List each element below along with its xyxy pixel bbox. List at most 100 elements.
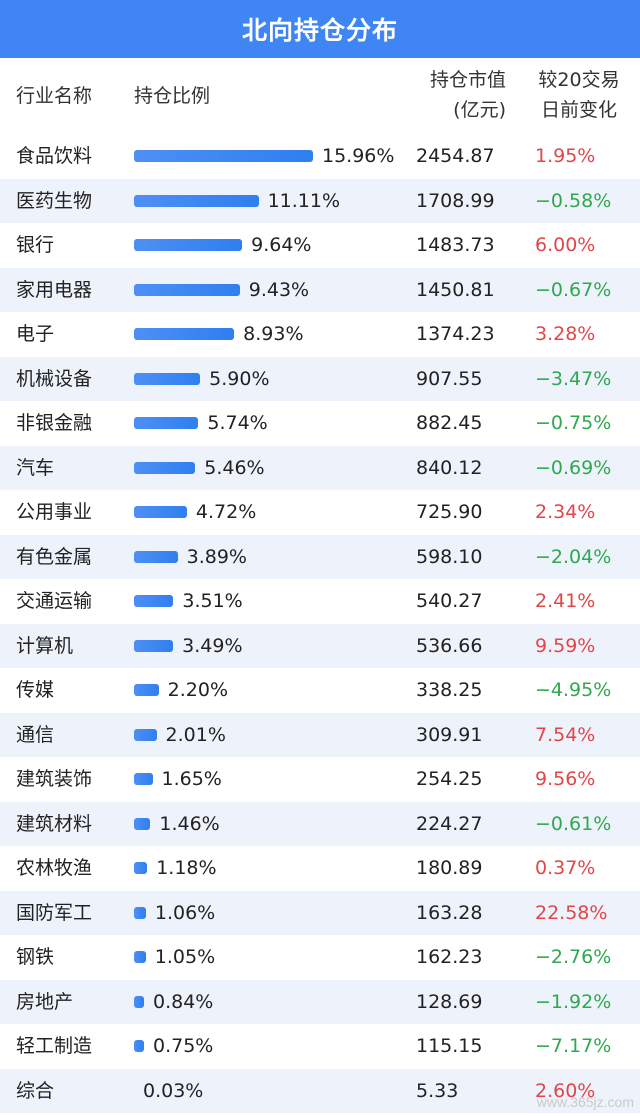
holding-bar [134, 328, 235, 340]
market-value: 1450.81 [416, 278, 495, 301]
table-row: 银行 9.64% 1483.73 6.00% [0, 223, 640, 268]
holding-bar [134, 639, 174, 652]
table-row: 公用事业 4.72% 725.90 2.34% [0, 490, 640, 535]
market-value: 1483.73 [416, 234, 495, 256]
holding-pct-label: 15.96% [322, 145, 395, 167]
header-change: 较20交易 日前变化 [538, 69, 620, 121]
market-value: 882.45 [416, 412, 483, 434]
industry-name: 家用电器 [16, 278, 93, 301]
market-value: 115.15 [416, 1035, 483, 1057]
holding-bar [134, 817, 151, 830]
table-row: 医药生物 11.11% 1708.99 −0.58% [0, 178, 640, 223]
holding-pct-label: 9.43% [248, 278, 310, 301]
holding-pct-label: 8.93% [243, 323, 304, 345]
holding-bar [134, 461, 196, 474]
header-market-value: 持仓市值 (亿元) [429, 69, 506, 121]
industry-name: 食品饮料 [16, 145, 93, 167]
market-value: 180.89 [416, 857, 483, 879]
change-value: −0.58% [535, 189, 612, 212]
industry-name: 农林牧渔 [16, 857, 93, 879]
holding-pct-label: 1.05% [154, 946, 216, 968]
industry-name: 交通运输 [16, 590, 93, 612]
industry-name: 房地产 [16, 990, 74, 1013]
table-row: 传媒 2.20% 338.25 −4.95% [0, 668, 640, 713]
holding-pct-label: 0.75% [153, 1035, 214, 1057]
market-value: 725.90 [416, 501, 483, 523]
change-value: 9.59% [535, 634, 596, 657]
table-row: 钢铁 1.05% 162.23 −2.76% [0, 935, 640, 980]
holding-pct-label: 1.18% [156, 857, 217, 879]
industry-name: 钢铁 [16, 946, 55, 968]
change-value: −0.67% [535, 278, 612, 301]
holding-bar [134, 283, 240, 296]
table-row: 家用电器 9.43% 1450.81 −0.67% [0, 267, 640, 312]
holding-pct-label: 5.90% [209, 367, 270, 390]
header-industry: 行业名称 [16, 85, 93, 107]
market-value: 540.27 [416, 590, 483, 612]
holding-bar [134, 550, 178, 563]
table-row: 通信 2.01% 309.91 7.54% [0, 712, 640, 757]
table-body: 食品饮料 15.96% 2454.87 1.95% 医药生物 11.11% 1708.99 −… [0, 134, 640, 1113]
table-row: 交通运输 3.51% 540.27 2.41% [0, 579, 640, 624]
change-value: −3.47% [535, 367, 612, 390]
change-value: 9.56% [535, 768, 596, 790]
industry-name: 综合 [16, 1079, 55, 1102]
change-value: −4.95% [535, 679, 612, 701]
holding-bar [134, 194, 259, 207]
change-value: −0.61% [535, 812, 612, 835]
market-value: 5.33 [416, 1079, 459, 1102]
holding-bar [134, 417, 199, 429]
industry-name: 计算机 [16, 634, 74, 657]
change-value: −2.04% [535, 545, 612, 568]
change-value: −0.75% [535, 412, 612, 434]
market-value: 840.12 [416, 456, 483, 479]
holding-bar [134, 372, 201, 385]
holding-bar [134, 951, 146, 963]
industry-name: 非银金融 [16, 412, 93, 434]
holding-pct-label: 0.03% [143, 1079, 204, 1102]
holding-pct-label: 2.01% [165, 723, 226, 746]
table-row: 计算机 3.49% 536.66 9.59% [0, 623, 640, 668]
market-value: 338.25 [416, 679, 483, 701]
market-value: 907.55 [416, 367, 483, 390]
holding-bar [134, 150, 313, 162]
change-value: 2.34% [535, 501, 596, 523]
industry-name: 医药生物 [16, 189, 93, 212]
holding-pct-label: 1.06% [154, 901, 216, 924]
holding-bar [134, 862, 148, 874]
industry-name: 通信 [16, 723, 55, 746]
holding-bar [134, 773, 153, 785]
title-bar: 北向持仓分布 [0, 0, 640, 58]
table-row: 机械设备 5.90% 907.55 −3.47% [0, 356, 640, 401]
holding-bar [134, 728, 157, 741]
industry-name: 汽车 [16, 456, 55, 479]
change-value: 1.95% [535, 145, 596, 167]
market-value: 2454.87 [416, 145, 495, 167]
market-value: 1374.23 [416, 323, 495, 345]
holding-bar [134, 506, 187, 518]
industry-name: 有色金属 [16, 545, 93, 568]
market-value: 128.69 [416, 990, 483, 1013]
holding-pct-label: 5.74% [207, 412, 268, 434]
change-value: 6.00% [535, 234, 596, 256]
holding-pct-label: 2.20% [167, 679, 229, 701]
header-holding-ratio: 持仓比例 [134, 85, 211, 107]
industry-name: 银行 [16, 234, 55, 256]
industry-name: 建筑材料 [16, 812, 93, 835]
table-row: 建筑装饰 1.65% 254.25 9.56% [0, 757, 640, 802]
table-row: 国防军工 1.06% 163.28 22.58% [0, 890, 640, 935]
table-row: 电子 8.93% 1374.23 3.28% [0, 312, 640, 357]
holding-pct-label: 3.51% [182, 590, 243, 612]
table-row: 食品饮料 15.96% 2454.87 1.95% [0, 134, 640, 179]
change-value: −2.76% [535, 946, 612, 968]
holding-pct-label: 3.49% [182, 634, 243, 657]
market-value: 598.10 [416, 545, 483, 568]
market-value: 254.25 [416, 768, 483, 790]
market-value: 536.66 [416, 634, 483, 657]
table-row: 有色金属 3.89% 598.10 −2.04% [0, 534, 640, 579]
holding-pct-label: 1.46% [159, 812, 220, 835]
table-row: 建筑材料 1.46% 224.27 −0.61% [0, 801, 640, 846]
holding-pct-label: 3.89% [186, 545, 247, 568]
holding-bar [134, 1040, 144, 1052]
holding-pct-label: 0.84% [153, 990, 214, 1013]
